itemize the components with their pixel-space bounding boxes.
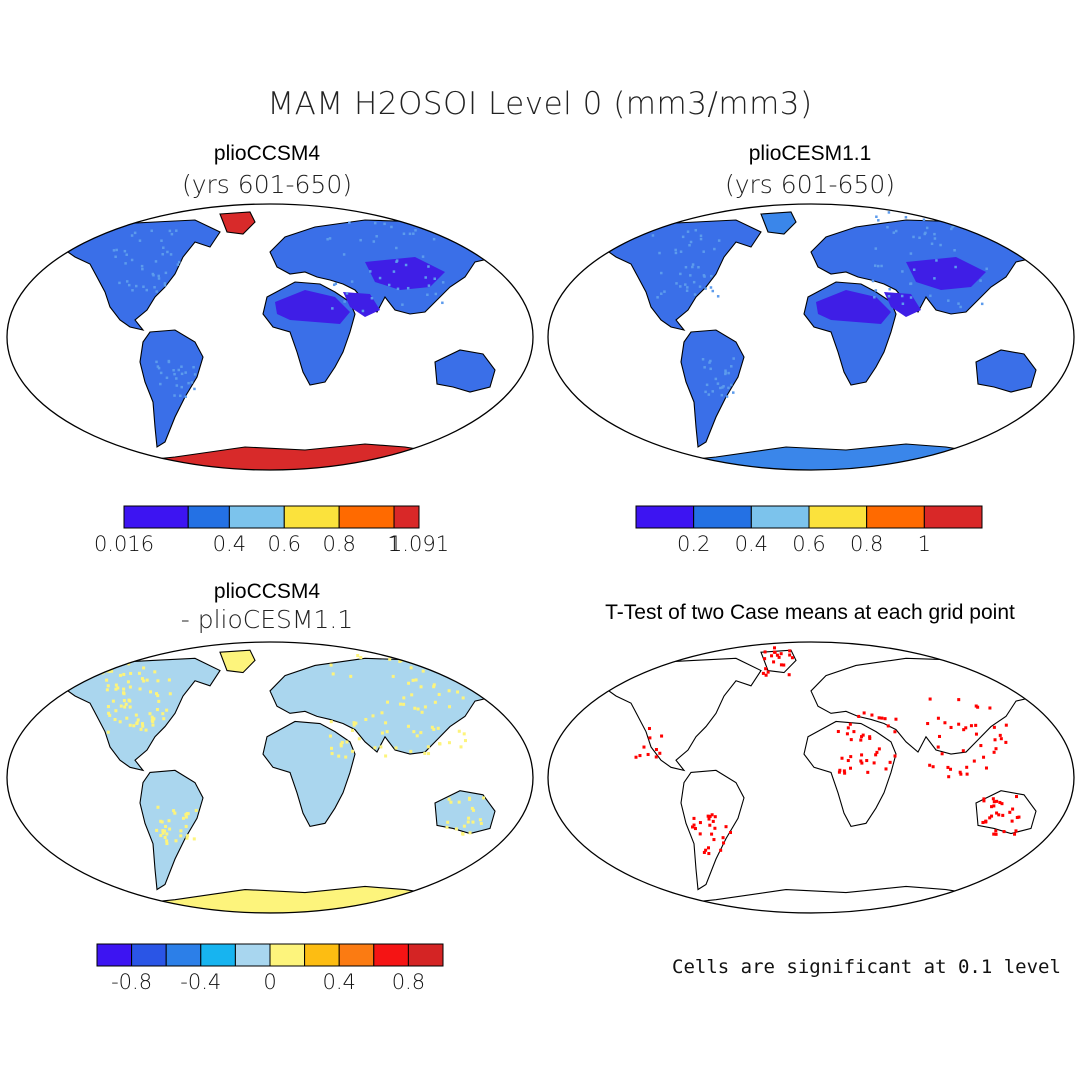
- colorbar-swatch: [373, 943, 409, 967]
- land-greenland: [219, 649, 256, 674]
- panel3-title: plioCCSM4: [213, 580, 321, 603]
- colorbar-tick-label: 0.4: [322, 970, 356, 994]
- colorbar-tick-label: 0.6: [267, 532, 301, 556]
- map-panel-difference: [6, 641, 534, 914]
- land-greenland: [219, 211, 256, 235]
- land-northAmerica: [64, 219, 221, 331]
- map-panel-ttest: [547, 641, 1075, 914]
- colorbar-swatch: [808, 505, 868, 529]
- colorbar-tick-label: 0.4: [212, 532, 247, 556]
- map-frame: [547, 641, 1075, 914]
- region-centralAsia: [906, 257, 986, 290]
- colorbar-tick-label: -0.4: [180, 970, 222, 994]
- colorbar-tick-label: 0.8: [391, 970, 426, 994]
- map-frame: [6, 641, 534, 914]
- region-sahara: [816, 290, 891, 324]
- land-africa: [803, 720, 897, 828]
- colorbar-swatch: [96, 943, 133, 967]
- land-southAmerica: [139, 769, 204, 891]
- colorbar-plioCESM1.1: 0.2 0.4 0.6 0.8 1: [600, 504, 1020, 574]
- colorbar-swatch: [234, 943, 271, 967]
- colorbar-swatch: [200, 943, 236, 967]
- colorbar-swatch: [750, 505, 810, 529]
- panel4-title: T-Test of two Case means at each grid po…: [605, 601, 1015, 624]
- land-australia: [975, 790, 1037, 835]
- colorbar-swatch: [338, 943, 375, 967]
- colorbar-swatch: [123, 505, 189, 529]
- map-panel-plioCESM1.1: [547, 203, 1075, 471]
- colorbar-tick-label: 1: [387, 532, 401, 556]
- colorbar-difference: -0.8 -0.4 0 0.4 0.8: [70, 942, 470, 1012]
- significance-note: Cells are significant at 0.1 level: [672, 956, 1061, 978]
- panel2-title: plioCESM1.1: [748, 142, 872, 165]
- land-southAmerica: [680, 769, 745, 891]
- colorbar-tick-label: 1.091: [388, 532, 450, 556]
- land-greenland: [760, 211, 797, 235]
- land-northAmerica: [64, 657, 221, 772]
- colorbar-swatch: [283, 505, 340, 529]
- colorbar-swatch: [338, 505, 395, 529]
- colorbar-swatch: [407, 943, 444, 967]
- region-sahara: [275, 290, 350, 324]
- colorbar-tick-label: 0.8: [849, 532, 884, 556]
- colorbar-swatch: [635, 505, 695, 529]
- panel1-title: plioCCSM4: [213, 142, 321, 165]
- panel2-subtitle: (yrs 601-650): [724, 170, 895, 199]
- land-northAmerica: [605, 219, 762, 331]
- map-frame: [6, 203, 534, 471]
- land-southAmerica: [139, 329, 204, 448]
- land-australia: [975, 349, 1037, 393]
- panel1-subtitle: (yrs 601-650): [181, 170, 352, 199]
- colorbar-tick-label: 1: [917, 532, 932, 556]
- colorbar-swatch: [269, 943, 306, 967]
- colorbar-tick-label: 0.016: [93, 532, 155, 556]
- colorbar-swatch: [693, 505, 752, 529]
- colorbar-swatch: [304, 943, 340, 967]
- land-australia: [434, 349, 496, 393]
- colorbar-tick-label: 0.2: [676, 532, 711, 556]
- colorbar-tick-label: 0.6: [792, 532, 826, 556]
- region-centralAsia: [365, 257, 445, 290]
- land-southAmerica: [680, 329, 745, 448]
- colorbar-swatch: [866, 505, 925, 529]
- land-northAmerica: [605, 657, 762, 772]
- colorbar-swatch: [187, 505, 230, 529]
- colorbar-tick-label: 0.8: [322, 532, 356, 556]
- map-frame: [547, 203, 1075, 471]
- colorbar-swatch: [165, 943, 202, 967]
- colorbar-swatch: [131, 943, 167, 967]
- figure-title: MAM H2OSOI Level 0 (mm3/mm3): [267, 86, 813, 122]
- colorbar-plioCCSM4: 0.016 0.4 0.6 0.8 1 1.091: [80, 504, 500, 574]
- colorbar-swatch: [228, 505, 285, 529]
- colorbar-swatch: [923, 505, 983, 529]
- map-panel-plioCCSM4: [6, 203, 534, 471]
- colorbar-tick-label: 0: [263, 970, 277, 994]
- panel3-subtitle: - plioCESM1.1: [180, 605, 354, 634]
- colorbar-tick-label: -0.8: [111, 970, 153, 994]
- colorbar-tick-label: 0.4: [734, 532, 769, 556]
- colorbar-swatch: [393, 505, 420, 529]
